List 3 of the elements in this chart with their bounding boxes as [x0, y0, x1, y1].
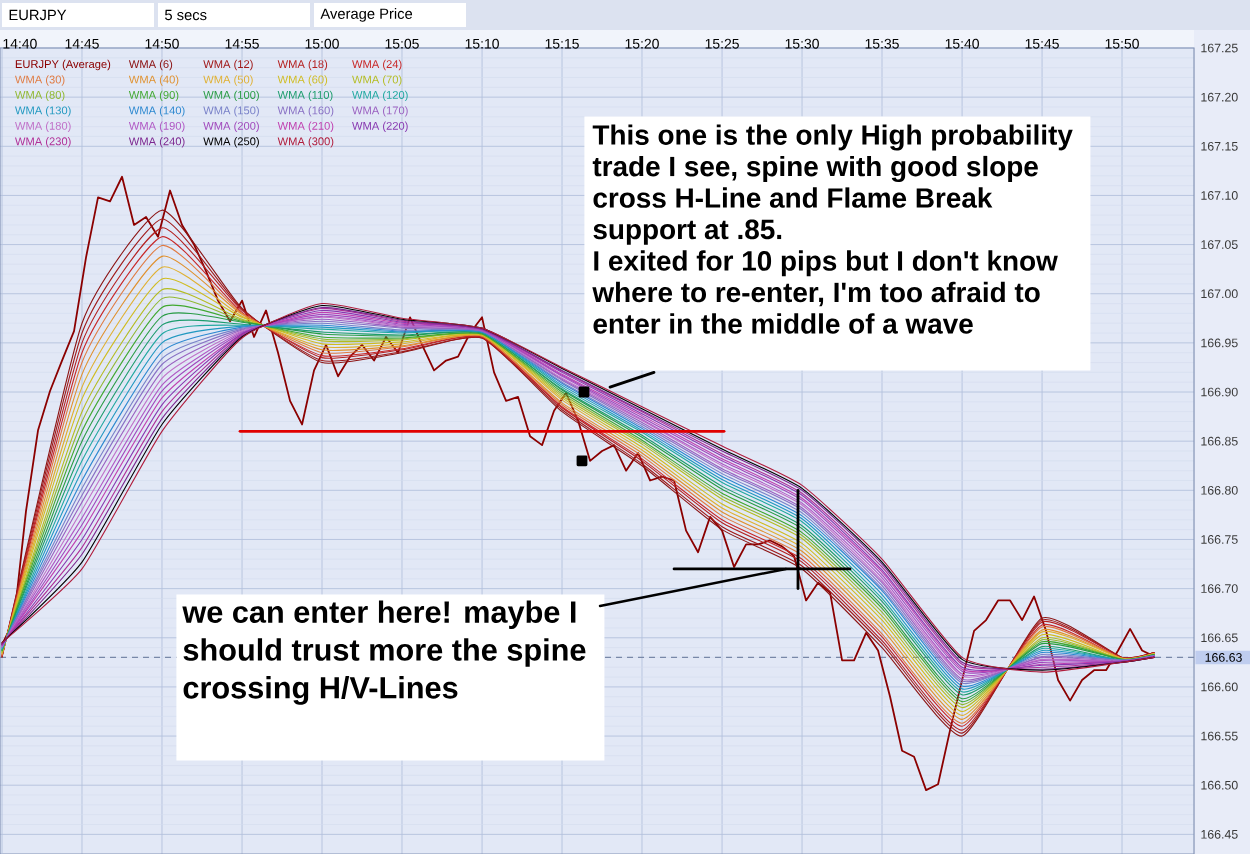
annotation: I exited for 10 pips but I don't know where to re-enter, I'm too afraid to enter in the middle of a wave: [592, 250, 1058, 334]
annotation: This one is the only High probability trade I see, spine with good slope cross H-Line and Flame Break support at .85.: [592, 124, 1073, 245]
annotation: we can enter here! maybe I should trust more the spine crossing H/V-Lines: [182, 600, 586, 705]
